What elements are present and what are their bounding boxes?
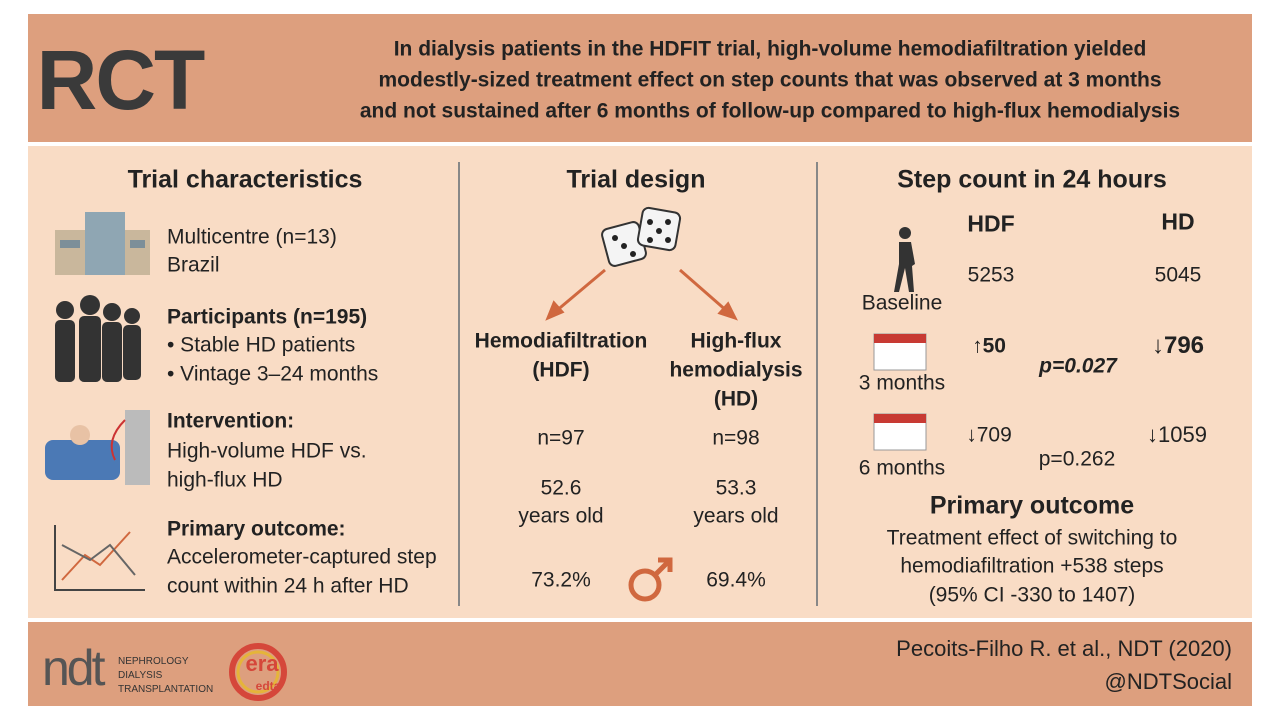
step-value: ↓709 [966, 423, 1012, 447]
arrows [545, 268, 738, 321]
item-text: high-flux HD [167, 468, 283, 492]
section-title: Trial design [566, 165, 706, 194]
male-symbol [628, 557, 673, 602]
headline: In dialysis patients in the HDFIT trial,… [393, 37, 1147, 61]
journal-name: NEPHROLOGY [118, 656, 189, 667]
arm-age: 53.3 [715, 476, 757, 500]
arm-name: High-flux [690, 329, 782, 353]
step-value: 5253 [967, 263, 1015, 287]
arm-age-unit: years old [693, 504, 779, 528]
section-title: Step count in 24 hours [897, 165, 1167, 194]
item-heading: Intervention: [167, 409, 295, 433]
outcome-text: Treatment effect of switching to [886, 526, 1178, 550]
arm-name: Hemodiafiltration [474, 329, 648, 353]
journal-logo: ndt [42, 640, 105, 696]
item-text: Brazil [167, 253, 220, 277]
society-logo-text: edta [255, 679, 281, 693]
section-title: Trial characteristics [127, 165, 363, 194]
calendar-icon [873, 333, 927, 451]
social-handle: @NDTSocial [1104, 669, 1232, 694]
step-value: ↑50 [972, 334, 1006, 358]
column-header: HD [1161, 208, 1195, 235]
society-logo [229, 643, 287, 701]
patient-icon [45, 410, 150, 485]
arm-name: (HD) [713, 387, 759, 411]
step-value: ↓1059 [1147, 422, 1207, 447]
column-header: HDF [967, 210, 1015, 237]
row-label: 6 months [858, 456, 946, 480]
arm-male: 69.4% [706, 568, 766, 592]
p-value: p=0.027 [1039, 354, 1117, 378]
p-value: p=0.262 [1038, 447, 1116, 471]
outcome-chart-icon [54, 525, 145, 591]
item-text: • Stable HD patients [167, 333, 356, 357]
item-text: Accelerometer-captured step [167, 545, 437, 569]
study-type: RCT [36, 33, 206, 127]
arm-n: n=98 [712, 426, 760, 450]
step-value: ↓796 [1151, 332, 1205, 359]
people-icon [55, 295, 141, 382]
arm-name: (HDF) [532, 358, 590, 382]
citation: Pecoits-Filho R. et al., NDT (2020) [896, 636, 1232, 661]
journal-name: DIALYSIS [118, 670, 163, 681]
outcome-title: Primary outcome [929, 491, 1135, 520]
arm-age: 52.6 [540, 476, 582, 500]
arm-n: n=97 [537, 426, 585, 450]
row-label: 3 months [858, 371, 946, 395]
dice-icon [601, 206, 682, 267]
arm-male: 73.2% [531, 568, 591, 592]
journal-name: TRANSPLANTATION [118, 684, 214, 695]
outcome-text: (95% CI -330 to 1407) [928, 583, 1136, 607]
arm-age-unit: years old [518, 504, 604, 528]
item-text: Multicentre (n=13) [167, 225, 337, 249]
headline: modestly-sized treatment effect on step … [378, 68, 1162, 92]
society-logo-text: era [245, 651, 279, 676]
outcome-text: hemodiafiltration +538 steps [900, 554, 1164, 578]
item-heading: Participants (n=195) [167, 305, 368, 329]
headline: and not sustained after 6 months of foll… [359, 99, 1181, 123]
building-icon [55, 212, 150, 275]
item-heading: Primary outcome: [167, 517, 346, 541]
item-text: count within 24 h after HD [167, 574, 409, 598]
step-value: 5045 [1154, 263, 1202, 287]
arm-name: hemodialysis [669, 358, 803, 382]
item-text: High-volume HDF vs. [167, 439, 367, 463]
item-text: • Vintage 3–24 months [167, 362, 379, 386]
walker-icon [894, 227, 915, 292]
row-label: Baseline [861, 291, 943, 315]
